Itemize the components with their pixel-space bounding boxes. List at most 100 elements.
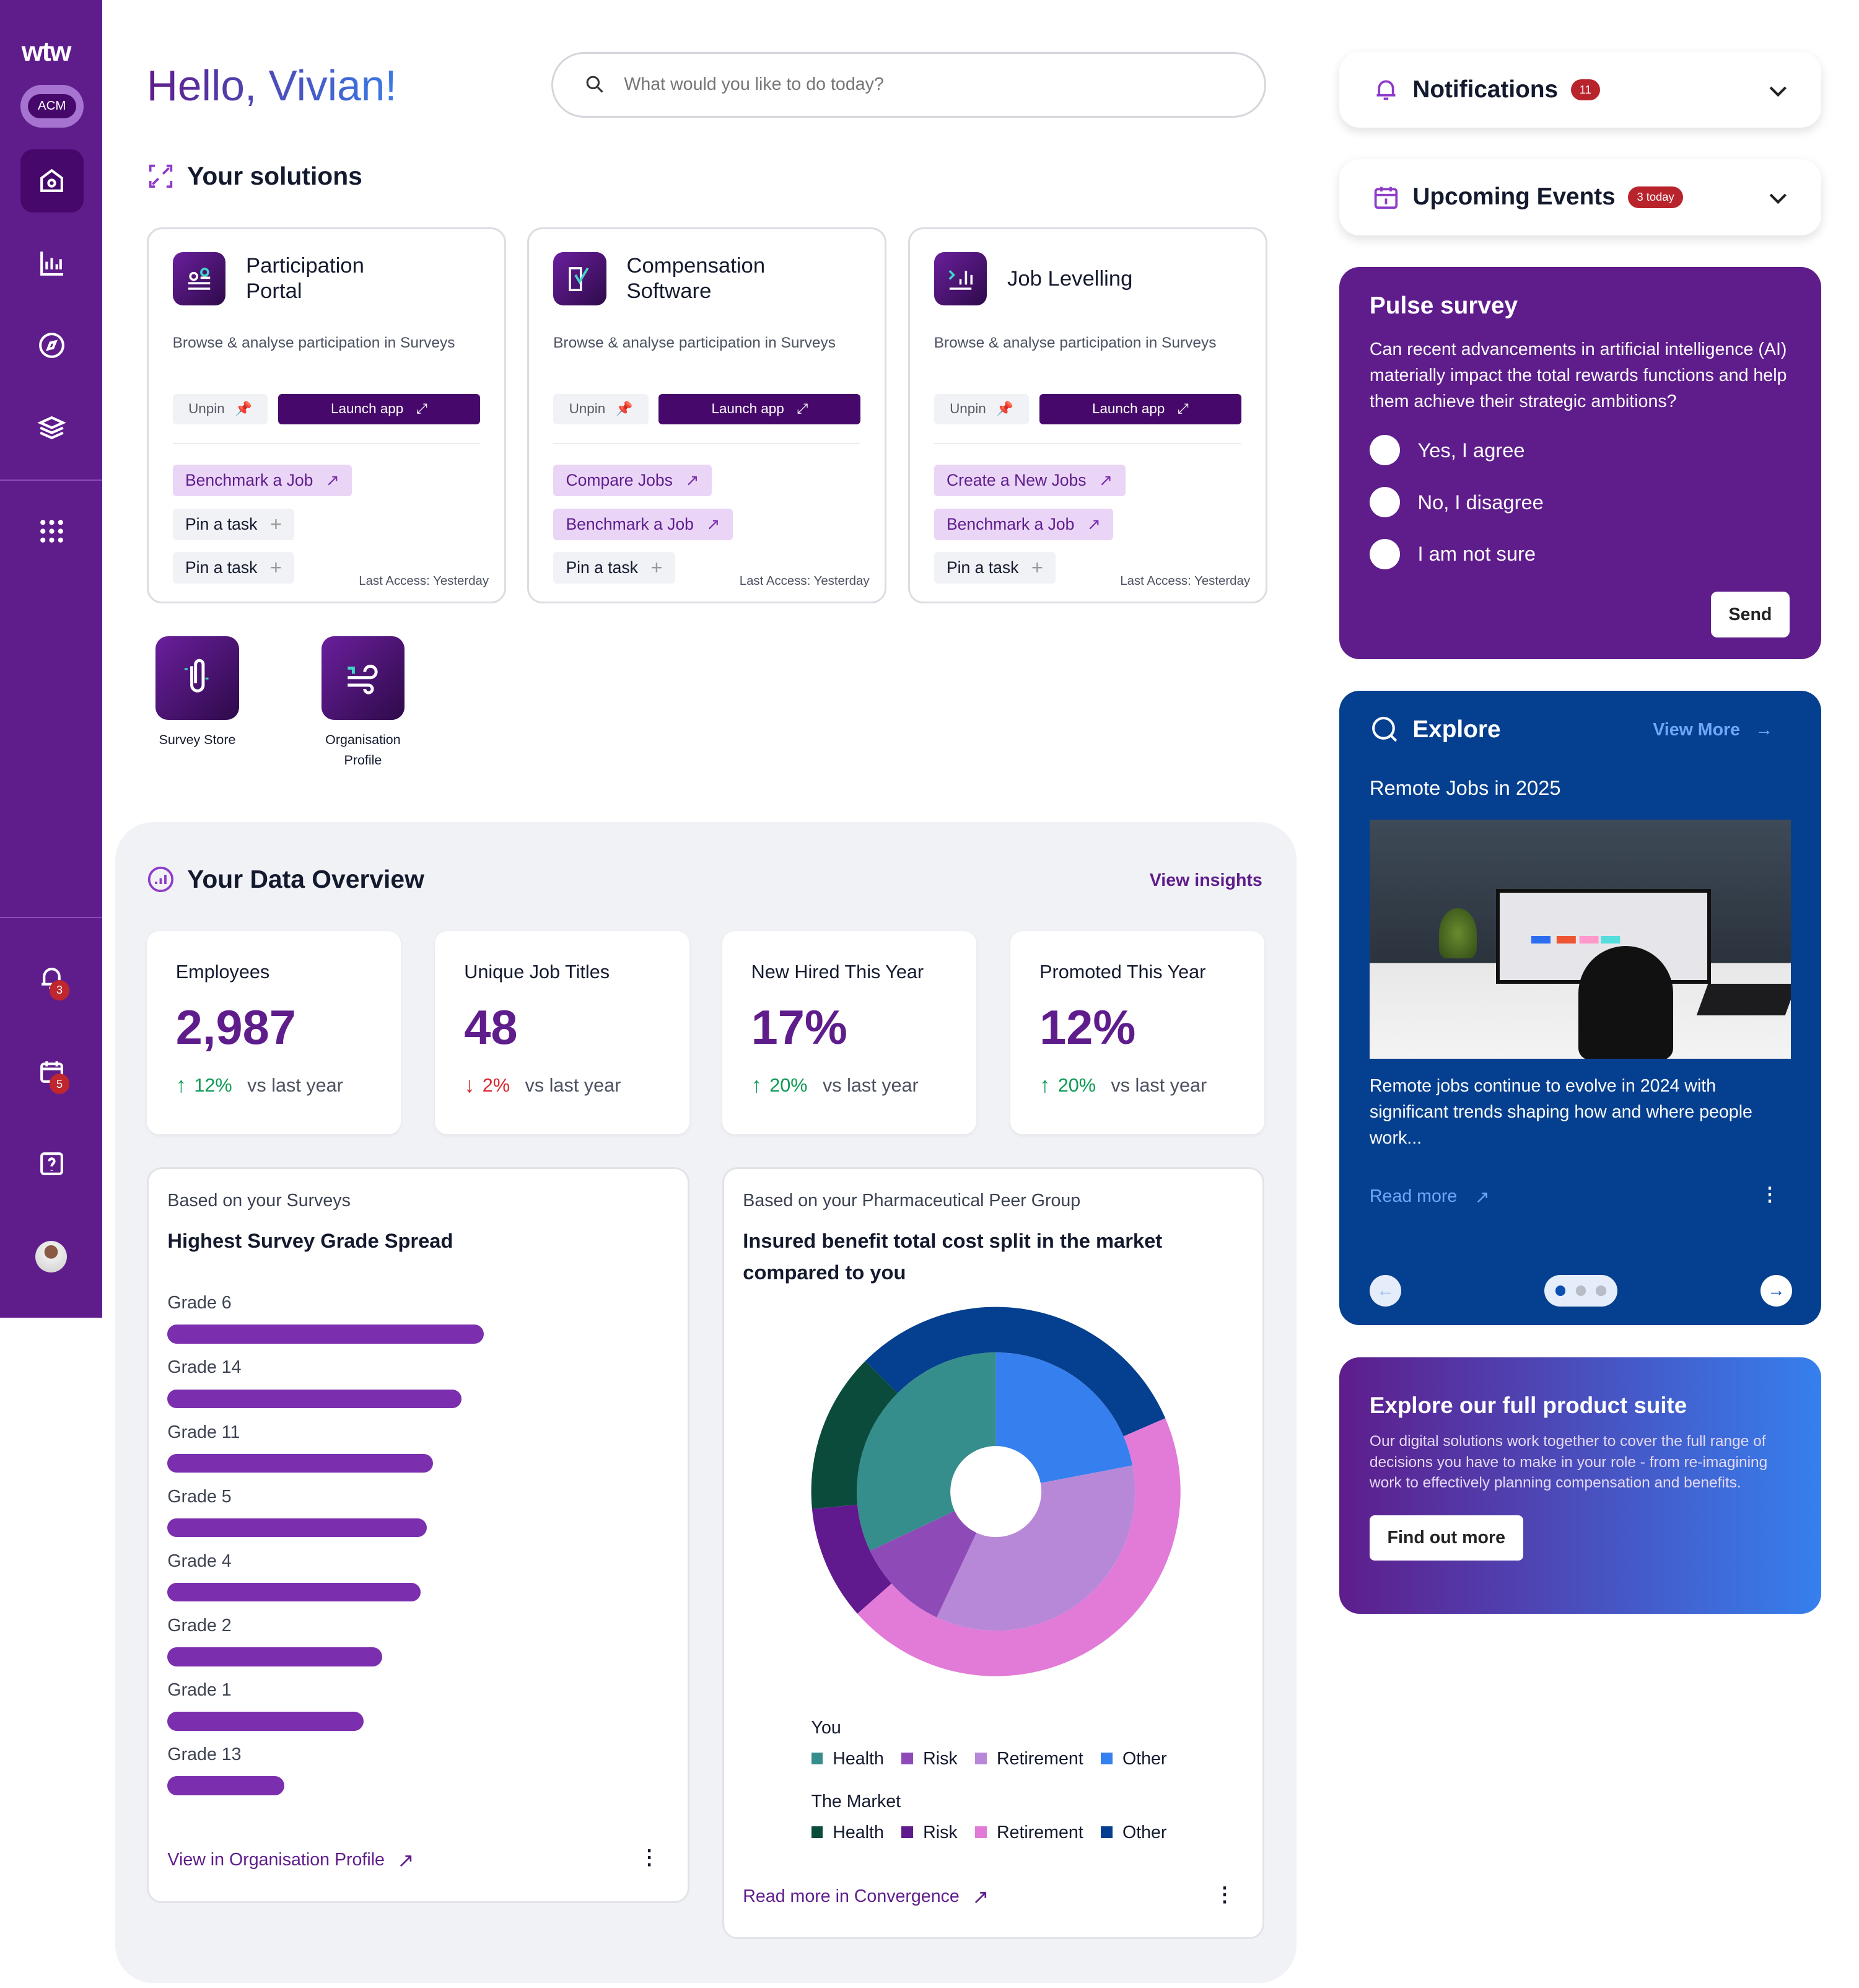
last-access: Last Access: Yesterday (359, 574, 489, 589)
unpin-button[interactable]: Unpin 📌 (553, 393, 649, 424)
survey-option[interactable]: No, I disagree (1369, 487, 1791, 518)
stat-card: Unique Job Titles 48 ↓ 2% vs last year (435, 931, 689, 1135)
task-label: Pin a task (185, 514, 258, 533)
more-options-icon[interactable]: ⋮ (1760, 1183, 1780, 1205)
read-more-link[interactable]: Read more ↗ (1370, 1186, 1490, 1208)
survey-option[interactable]: I am not sure (1369, 538, 1791, 569)
search-icon (586, 76, 603, 94)
donut-slice-outer-risk (811, 1505, 892, 1614)
carousel-pagination[interactable] (1544, 1274, 1618, 1307)
view-more-link[interactable]: View More → (1653, 720, 1773, 740)
events-today-badge: 3 today (1628, 186, 1683, 208)
task-label: Create a New Jobs (946, 471, 1087, 490)
page-dot[interactable] (1596, 1285, 1606, 1296)
legend-item: Health (811, 1749, 884, 1769)
notifications-accordion[interactable]: Notifications 11 (1339, 51, 1821, 128)
home-icon (40, 169, 64, 193)
unpin-button[interactable]: Unpin 📌 (172, 393, 268, 424)
plus-icon: + (1031, 556, 1043, 579)
app-icon (934, 252, 987, 305)
arrow-up-right-icon: ↗ (397, 1848, 414, 1872)
divider (172, 443, 480, 445)
events-accordion[interactable]: Upcoming Events 3 today (1339, 159, 1821, 235)
task-link[interactable]: Benchmark a Job ↗ (553, 508, 733, 540)
arrow-right-icon: → (1755, 719, 1774, 740)
bar (167, 1776, 285, 1795)
next-button[interactable]: → (1760, 1274, 1792, 1307)
sidebar-item-apps[interactable] (20, 499, 84, 563)
legend-item: Risk (901, 1823, 958, 1843)
survey-question: Can recent advancements in artificial in… (1369, 339, 1787, 411)
expand-icon (149, 165, 172, 188)
legend-label: Other (1122, 1822, 1167, 1842)
sidebar-item-notifications[interactable]: 3 (20, 946, 84, 1009)
survey-option[interactable]: Yes, I agree (1369, 435, 1791, 466)
launch-app-button[interactable]: Launch app ⤢ (278, 393, 480, 424)
survey-store-icon (155, 636, 239, 720)
sidebar-item-layers[interactable] (20, 396, 84, 459)
card-title: Highest Survey Grade Spread (167, 1229, 453, 1253)
button-label: Launch app (330, 401, 404, 417)
find-out-more-button[interactable]: Find out more (1369, 1515, 1523, 1561)
org-switcher[interactable]: ACM (20, 84, 84, 128)
unpin-button[interactable]: Unpin 📌 (934, 393, 1030, 424)
bar-label: Grade 5 (167, 1486, 232, 1507)
launch-app-button[interactable]: Launch app ⤢ (658, 393, 861, 424)
send-button[interactable]: Send (1711, 592, 1790, 637)
sidebar-item-explore[interactable] (20, 313, 84, 377)
organisation-profile-icon (321, 636, 405, 720)
search-input[interactable] (624, 74, 1181, 95)
stat-value: 17% (751, 1001, 847, 1055)
view-insights-link[interactable]: View insights (1149, 870, 1262, 890)
page-dot[interactable] (1575, 1285, 1586, 1296)
more-options-icon[interactable]: ⋮ (1214, 1882, 1235, 1906)
sidebar-item-home[interactable] (20, 149, 84, 212)
explore-card: Explore View More → Remote Jobs in 2025 R… (1339, 690, 1821, 1326)
task-link[interactable]: Benchmark a Job ↗ (934, 508, 1114, 540)
launch-app-button[interactable]: Launch app ⤢ (1039, 393, 1241, 424)
legend-swatch (975, 1753, 987, 1764)
task-link[interactable]: Benchmark a Job ↗ (172, 465, 352, 497)
sidebar-item-calendar[interactable]: 5 (20, 1040, 84, 1103)
expand-icon: ⤢ (1177, 401, 1189, 417)
more-options-icon[interactable]: ⋮ (639, 1846, 660, 1869)
chevron-down-icon[interactable] (1768, 183, 1788, 211)
sidebar-item-analytics[interactable] (20, 232, 84, 295)
donut-chart (811, 1307, 1181, 1676)
search-bar[interactable] (551, 51, 1266, 118)
task-label: Benchmark a Job (566, 514, 694, 533)
task-label: Benchmark a Job (185, 471, 313, 490)
accordion-title: Upcoming Events (1412, 183, 1616, 211)
pin-task-button[interactable]: Pin a task + (553, 551, 675, 584)
legend-label: Retirement (996, 1748, 1083, 1769)
sidebar-item-help[interactable] (20, 1132, 84, 1195)
divider (0, 917, 103, 919)
page-dot-active[interactable] (1555, 1285, 1566, 1296)
radio-button[interactable] (1369, 538, 1400, 569)
task-link[interactable]: Create a New Jobs ↗ (934, 465, 1126, 497)
view-org-profile-link[interactable]: View in Organisation Profile ↗ (167, 1849, 414, 1872)
chart-circle-icon (147, 867, 173, 893)
legend-swatch (1101, 1753, 1113, 1764)
bell-icon (1376, 81, 1396, 100)
tile-organisation-profile[interactable]: Organisation Profile (294, 636, 433, 770)
arrow-up-right-icon: ↗ (1098, 471, 1113, 490)
legend-label: Health (833, 1822, 884, 1842)
task-link[interactable]: Compare Jobs ↗ (553, 465, 712, 497)
last-access: Last Access: Yesterday (1120, 574, 1251, 589)
bar (167, 1647, 383, 1666)
tile-label: Survey Store (159, 732, 236, 747)
previous-button[interactable]: ← (1369, 1274, 1401, 1307)
radio-button[interactable] (1369, 435, 1400, 466)
chevron-down-icon[interactable] (1768, 76, 1788, 103)
radio-button[interactable] (1369, 487, 1400, 518)
legend-row: Health Risk Retirement Other (811, 1822, 1167, 1843)
last-access: Last Access: Yesterday (739, 574, 870, 589)
card-subtitle: Based on your Surveys (167, 1191, 351, 1211)
read-convergence-link[interactable]: Read more in Convergence ↗ (743, 1885, 989, 1909)
tile-survey-store[interactable]: Survey Store (128, 636, 267, 750)
pin-task-button[interactable]: Pin a task + (172, 508, 295, 540)
pin-task-button[interactable]: Pin a task + (172, 551, 295, 584)
pin-task-button[interactable]: Pin a task + (934, 551, 1056, 584)
avatar[interactable] (35, 1240, 68, 1272)
